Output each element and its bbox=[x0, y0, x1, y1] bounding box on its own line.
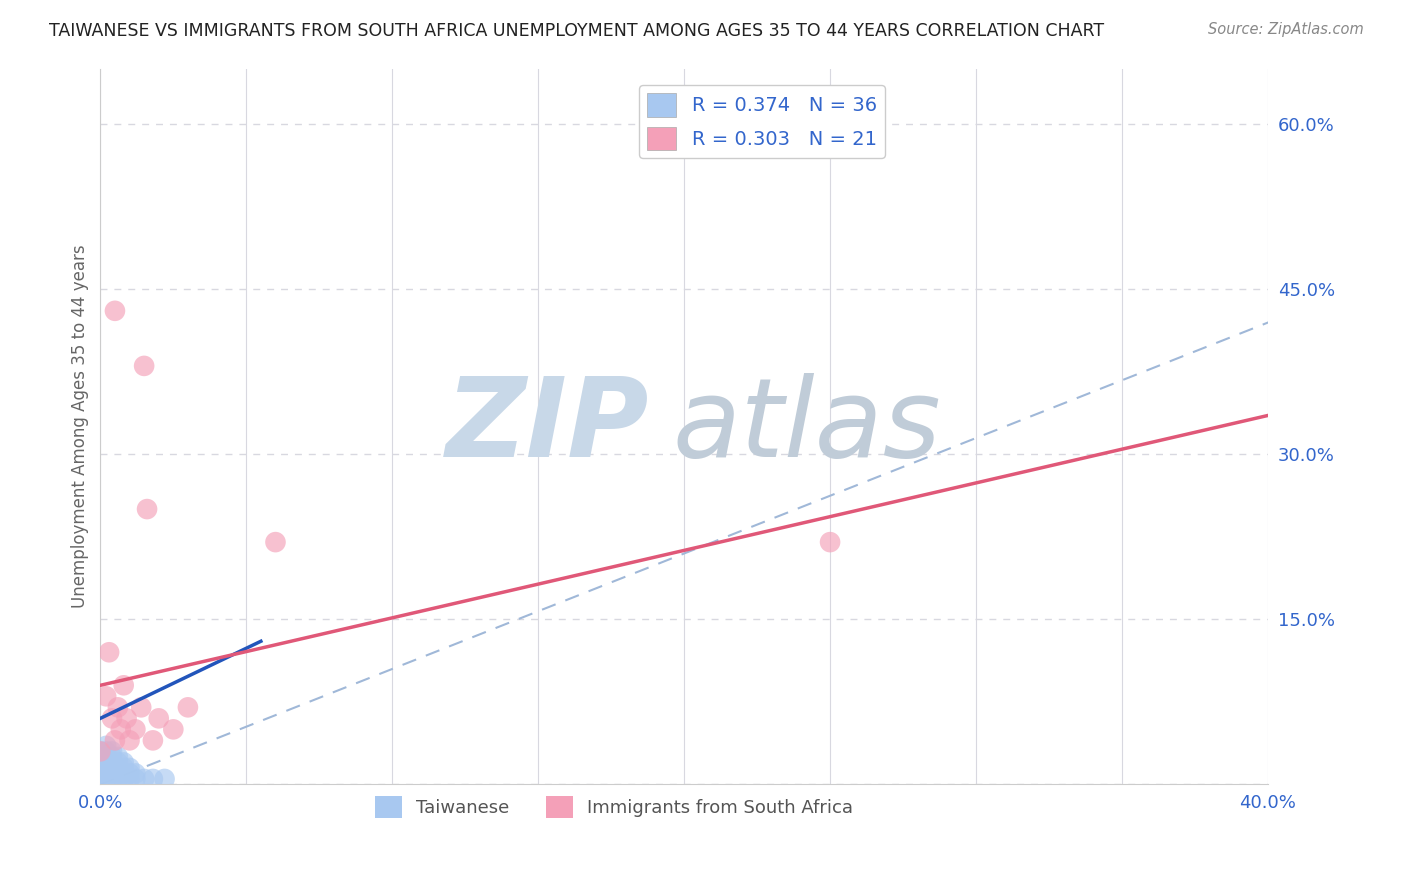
Point bbox=[118, 761, 141, 775]
Point bbox=[89, 766, 111, 780]
Point bbox=[134, 359, 156, 373]
Point bbox=[134, 772, 156, 786]
Point bbox=[118, 733, 141, 747]
Point bbox=[112, 761, 135, 775]
Text: ZIP: ZIP bbox=[446, 373, 650, 480]
Point bbox=[96, 766, 118, 780]
Point bbox=[101, 750, 124, 764]
Point bbox=[107, 750, 129, 764]
Point bbox=[101, 744, 124, 758]
Point bbox=[142, 772, 165, 786]
Point bbox=[89, 744, 111, 758]
Point bbox=[96, 761, 118, 775]
Point bbox=[110, 723, 132, 737]
Point bbox=[148, 711, 170, 725]
Point bbox=[96, 744, 118, 758]
Point bbox=[96, 690, 118, 704]
Point bbox=[118, 772, 141, 786]
Point bbox=[89, 750, 111, 764]
Legend: Taiwanese, Immigrants from South Africa: Taiwanese, Immigrants from South Africa bbox=[367, 789, 860, 825]
Point bbox=[118, 766, 141, 780]
Point bbox=[107, 756, 129, 770]
Text: Source: ZipAtlas.com: Source: ZipAtlas.com bbox=[1208, 22, 1364, 37]
Point bbox=[101, 766, 124, 780]
Point bbox=[89, 772, 111, 786]
Point bbox=[124, 723, 146, 737]
Point bbox=[124, 772, 146, 786]
Point bbox=[96, 739, 118, 753]
Point bbox=[115, 711, 138, 725]
Point bbox=[153, 772, 176, 786]
Point bbox=[818, 535, 841, 549]
Point bbox=[104, 733, 127, 747]
Point bbox=[264, 535, 287, 549]
Point bbox=[101, 711, 124, 725]
Point bbox=[96, 750, 118, 764]
Point bbox=[112, 756, 135, 770]
Point bbox=[107, 766, 129, 780]
Point bbox=[136, 502, 159, 516]
Point bbox=[96, 756, 118, 770]
Point bbox=[112, 678, 135, 692]
Point bbox=[89, 761, 111, 775]
Point bbox=[107, 700, 129, 714]
Point bbox=[142, 733, 165, 747]
Point bbox=[124, 766, 146, 780]
Point bbox=[101, 772, 124, 786]
Point bbox=[89, 756, 111, 770]
Point bbox=[89, 744, 111, 758]
Point bbox=[96, 772, 118, 786]
Y-axis label: Unemployment Among Ages 35 to 44 years: Unemployment Among Ages 35 to 44 years bbox=[72, 244, 89, 608]
Point bbox=[101, 761, 124, 775]
Point bbox=[98, 645, 121, 659]
Text: TAIWANESE VS IMMIGRANTS FROM SOUTH AFRICA UNEMPLOYMENT AMONG AGES 35 TO 44 YEARS: TAIWANESE VS IMMIGRANTS FROM SOUTH AFRIC… bbox=[49, 22, 1104, 40]
Point bbox=[129, 700, 152, 714]
Text: atlas: atlas bbox=[672, 373, 941, 480]
Point bbox=[112, 766, 135, 780]
Point bbox=[162, 723, 184, 737]
Point bbox=[104, 303, 127, 318]
Point bbox=[107, 761, 129, 775]
Point bbox=[101, 756, 124, 770]
Point bbox=[112, 772, 135, 786]
Point bbox=[177, 700, 200, 714]
Point bbox=[107, 772, 129, 786]
